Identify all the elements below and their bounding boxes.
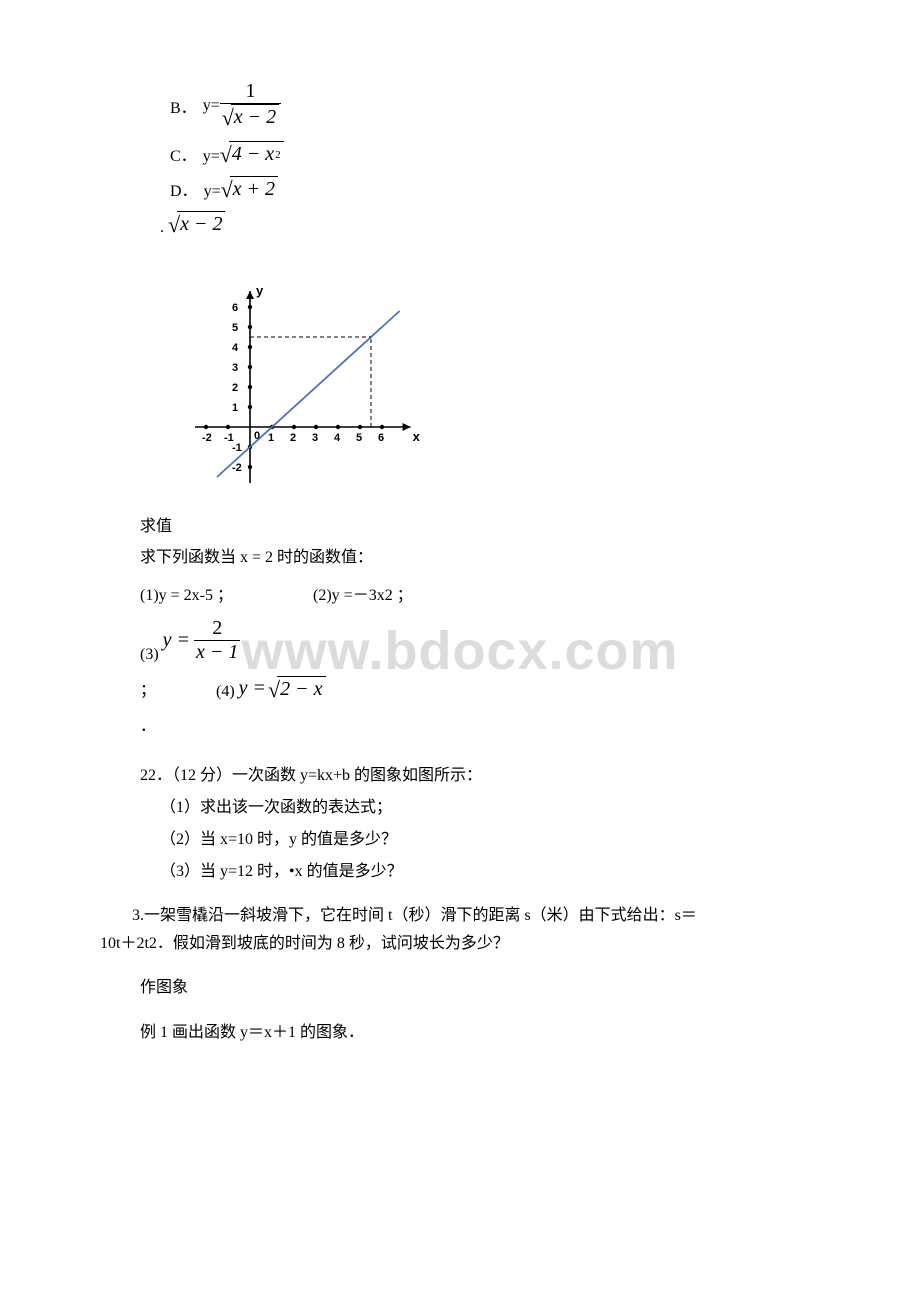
- svg-text:5: 5: [356, 432, 362, 444]
- evaluate-item3-lhs: y =: [163, 629, 190, 652]
- standalone-sqrt-body: x − 2: [177, 211, 225, 236]
- svg-text:6: 6: [378, 432, 384, 444]
- option-d-sqrt-body: x + 2: [230, 176, 278, 201]
- svg-text:x: x: [413, 429, 421, 444]
- option-b-fraction: 1 √ x − 2: [220, 80, 281, 131]
- q22-sub3: （3）当 y=12 时，•x 的值是多少？: [160, 856, 820, 888]
- evaluate-item3-frac: 2 x − 1: [194, 617, 240, 664]
- evaluate-row1: (1)y = 2x-5 ； (2)y =－3x2 ；: [140, 581, 820, 605]
- evaluate-item4-sqrt: √ 2 − x: [268, 676, 325, 701]
- svg-text:-2: -2: [232, 462, 242, 474]
- svg-text:4: 4: [232, 342, 239, 354]
- q3-line2: 10t＋2t2．假如滑到坡底的时间为 8 秒，试问坡长为多少？: [100, 930, 780, 959]
- option-b: B． y= 1 √ x − 2: [100, 80, 820, 131]
- option-b-denominator: √ x − 2: [220, 103, 281, 131]
- evaluate-item4-label: (4): [216, 683, 235, 701]
- q22-sub2: （2）当 x=10 时，y 的值是多少？: [160, 824, 820, 856]
- option-d-label: D．: [170, 177, 198, 201]
- option-c-label: C．: [170, 142, 197, 166]
- svg-text:4: 4: [334, 432, 341, 444]
- svg-text:5: 5: [232, 322, 238, 334]
- option-c-sqrt: √ 4 − x2: [220, 141, 284, 166]
- option-d-sqrt: √ x + 2: [221, 176, 278, 201]
- evaluate-item1: (1)y = 2x-5 ；: [140, 581, 233, 605]
- evaluate-item4-sqrt-body: 2 − x: [277, 676, 325, 701]
- option-c-inner: 4 − x: [232, 143, 274, 166]
- evaluate-item3-label: (3): [140, 646, 159, 664]
- evaluate-semi: ；: [140, 676, 156, 700]
- option-c-prefix: y=: [203, 148, 220, 166]
- evaluate-item3-num: 2: [212, 617, 222, 640]
- evaluate-item4: ； (4) y = √ 2 − x: [140, 676, 820, 701]
- svg-text:2: 2: [290, 432, 296, 444]
- option-b-prefix: y=: [203, 97, 220, 115]
- svg-text:6: 6: [232, 302, 238, 314]
- q3-line1: 3.一架雪橇沿一斜坡滑下，它在时间 t（秒）滑下的距离 s（米）由下式给出：s＝: [100, 902, 780, 931]
- svg-text:3: 3: [312, 432, 318, 444]
- tail-title: 作图象: [140, 973, 820, 1003]
- page-content: B． y= 1 √ x − 2 C． y= √ 4 − x2 D． y= √: [100, 80, 820, 1048]
- q22-sub1: （1）求出该一次函数的表达式；: [160, 792, 820, 824]
- svg-text:2: 2: [232, 382, 238, 394]
- option-d: D． y= √ x + 2: [100, 176, 820, 201]
- evaluate-item3: (3) y = 2 x − 1: [140, 617, 820, 664]
- svg-text:-2: -2: [202, 432, 212, 444]
- q22: 22．（12 分）一次函数 y=kx+b 的图象如图所示： （1）求出该一次函数…: [140, 760, 820, 888]
- evaluate-item3-den: x − 1: [194, 640, 240, 664]
- option-b-numerator: 1: [245, 80, 255, 103]
- evaluate-item4-lhs: y =: [239, 677, 266, 700]
- tail-example: 例 1 画出函数 y＝x＋1 的图象．: [140, 1018, 820, 1048]
- svg-text:y: y: [256, 283, 264, 298]
- standalone-sqrt: √ x − 2: [168, 211, 225, 236]
- svg-text:3: 3: [232, 362, 238, 374]
- option-b-label: B．: [170, 94, 197, 118]
- graph-block: -2-10123456-2-1123456xy: [180, 267, 820, 492]
- standalone-sqrt-line: . √ x − 2: [160, 211, 820, 237]
- evaluate-item2: (2)y =－3x2 ；: [313, 581, 413, 605]
- option-b-sqrt: √ x − 2: [222, 104, 279, 129]
- evaluate-title: 求值: [140, 512, 820, 536]
- svg-text:-1: -1: [232, 442, 242, 454]
- svg-text:1: 1: [268, 432, 274, 444]
- option-c: C． y= √ 4 − x2: [100, 141, 820, 166]
- graph-svg: -2-10123456-2-1123456xy: [180, 267, 440, 487]
- option-d-prefix: y=: [204, 183, 221, 201]
- option-c-sqrt-body: 4 − x2: [229, 141, 284, 166]
- option-b-sqrt-body: x − 2: [231, 104, 279, 129]
- subscript-dot: .: [160, 219, 164, 236]
- q22-header: 22．（12 分）一次函数 y=kx+b 的图象如图所示：: [140, 760, 820, 792]
- evaluate-period: ．: [140, 713, 820, 742]
- svg-text:1: 1: [232, 402, 238, 414]
- option-c-sup: 2: [275, 149, 281, 161]
- evaluate-prompt: 求下列函数当 x = 2 时的函数值：: [140, 544, 820, 573]
